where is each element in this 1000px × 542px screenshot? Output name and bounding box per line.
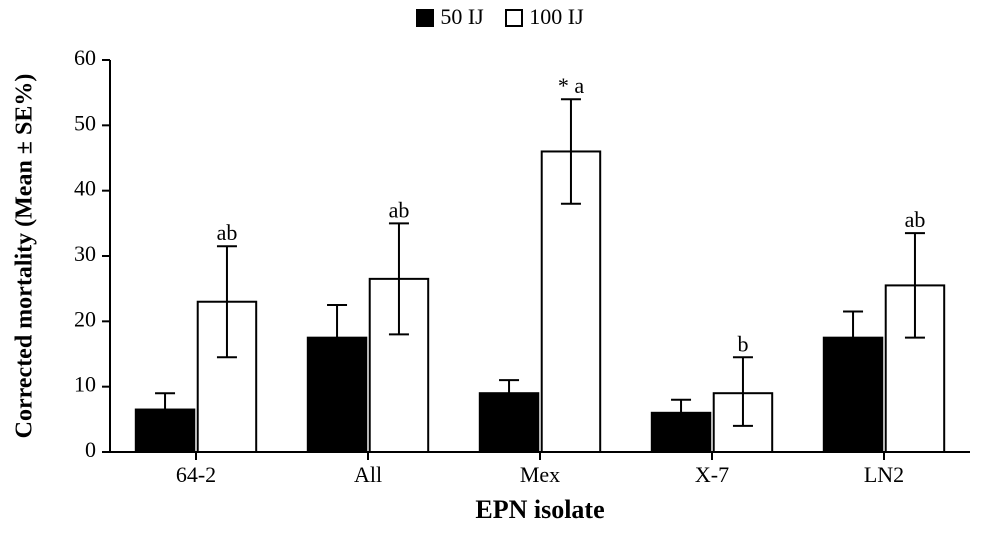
svg-text:60: 60 (74, 45, 96, 70)
legend-swatch-open (505, 9, 523, 27)
legend-item-100ij: 100 IJ (505, 4, 583, 30)
svg-text:Mex: Mex (520, 462, 560, 487)
svg-text:30: 30 (74, 241, 96, 266)
legend: 50 IJ 100 IJ (0, 4, 1000, 30)
svg-text:50: 50 (74, 110, 96, 135)
svg-text:0: 0 (85, 437, 96, 462)
legend-item-50ij: 50 IJ (416, 4, 483, 30)
svg-text:64-2: 64-2 (176, 462, 216, 487)
svg-text:40: 40 (74, 176, 96, 201)
svg-text:EPN isolate: EPN isolate (475, 495, 604, 524)
bar-chart: 0 10 20 30 40 50 60 Corrected mortality (Mean ±… (0, 0, 1000, 542)
svg-text:b: b (737, 331, 748, 356)
svg-text:X-7: X-7 (695, 462, 729, 487)
svg-text:LN2: LN2 (864, 462, 904, 487)
svg-text:Corrected mortality (Mean ± SE: Corrected mortality (Mean ± SE%) (12, 74, 38, 439)
svg-text:ab: ab (905, 207, 926, 232)
svg-text:10: 10 (74, 372, 96, 397)
legend-swatch-filled (416, 9, 434, 27)
svg-text:ab: ab (217, 220, 238, 245)
legend-label: 50 IJ (440, 4, 483, 29)
svg-text:* a: * a (558, 73, 585, 98)
legend-label: 100 IJ (529, 4, 583, 29)
chart-container: 50 IJ 100 IJ 0 10 20 30 40 50 60 Corrected mort… (0, 0, 1000, 542)
svg-text:All: All (354, 462, 382, 487)
svg-text:20: 20 (74, 306, 96, 331)
svg-text:ab: ab (389, 197, 410, 222)
